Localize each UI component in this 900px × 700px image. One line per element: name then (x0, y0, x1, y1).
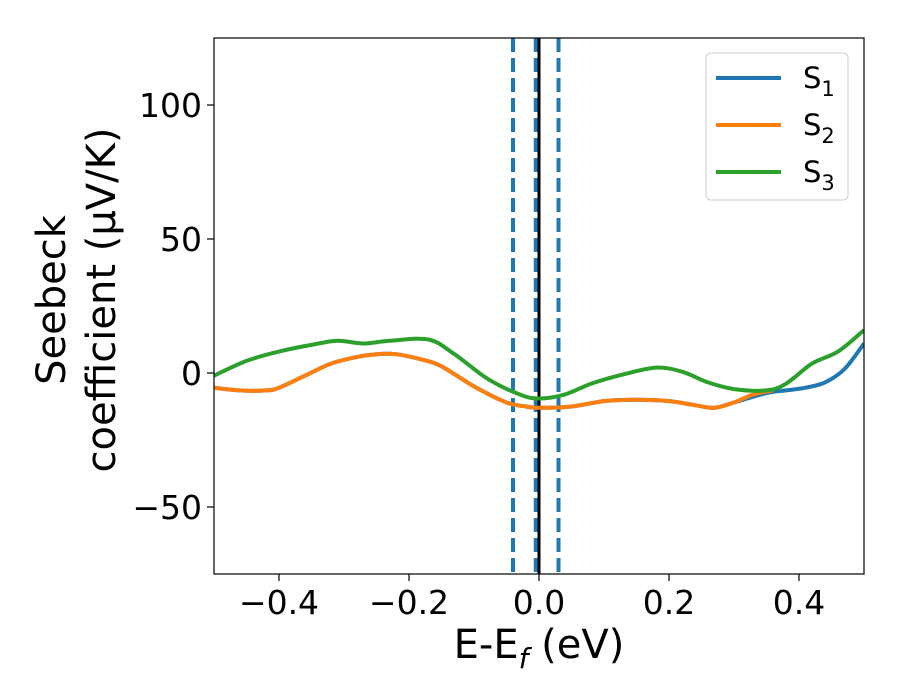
legend-label-s1: S1 (803, 61, 835, 101)
legend-label-s2: S2 (803, 108, 835, 148)
y-axis-title-line1: Seebeck (29, 214, 75, 385)
y-axis-title: Seebeck coefficient (μV/K) (29, 128, 125, 473)
y-axis-title-line2: coefficient (μV/K) (79, 128, 125, 473)
x-tick-label: −0.4 (239, 583, 319, 622)
y-tick-label: −50 (132, 488, 202, 527)
legend-label-s3: S3 (803, 155, 835, 195)
reference-lines (511, 38, 561, 574)
x-axis-ticks: −0.4 −0.2 0.0 0.2 0.4 (239, 574, 825, 622)
y-tick-label: 100 (139, 86, 202, 125)
series-line-s3 (214, 328, 864, 401)
series-line-s2 (214, 351, 774, 410)
x-tick-label: 0.2 (643, 583, 695, 622)
x-axis-title: E-Ef (eV) (454, 622, 625, 675)
y-tick-label: 0 (181, 354, 202, 393)
y-axis-ticks: −50 0 50 100 (132, 86, 214, 527)
y-tick-label: 50 (160, 220, 202, 259)
x-tick-label: −0.2 (369, 583, 449, 622)
x-tick-label: 0.4 (773, 583, 825, 622)
series-lines (214, 328, 864, 410)
x-tick-label: 0.0 (513, 583, 565, 622)
legend: S1 S2 S3 (705, 52, 849, 201)
